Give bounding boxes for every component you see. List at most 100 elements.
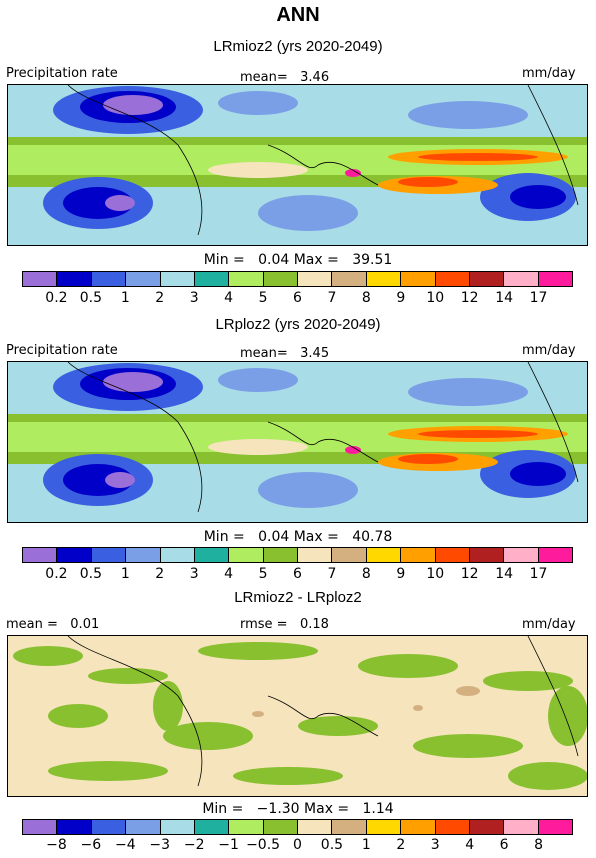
colorbar-swatch [126,548,161,562]
panel-2-mean-label: mean= 3.45 [240,346,330,361]
colorbar-swatch [435,820,470,834]
colorbar-swatch [263,820,298,834]
colorbar-tick-label: 5 [258,566,268,582]
colorbar-swatch [538,548,572,562]
colorbar-tick-label: 9 [396,290,406,306]
colorbar-swatch [298,548,333,562]
colorbar-tick-label: 2 [155,566,165,582]
colorbar-tick-label: 17 [529,290,548,306]
colorbar-tick-label: 17 [529,566,548,582]
colorbar-tick-label: −4 [114,837,136,853]
panel-1-precip-map [7,84,588,246]
panel-3-min-max: Min = −1.30 Max = 1.14 [202,801,394,817]
colorbar-swatch [366,548,402,562]
panel-1-min-max: Min = 0.04 Max = 39.51 [203,252,393,268]
colorbar-tick-label: 8 [361,566,371,582]
colorbar-swatch [23,548,58,562]
colorbar-tick-label: 14 [495,566,514,582]
colorbar-swatch [229,820,264,834]
colorbar-swatch [126,272,161,286]
colorbar-swatch [401,548,436,562]
panel-3-title: LRmioz2 - LRploz2 [234,589,362,606]
colorbar-swatch [23,820,58,834]
colorbar-tick-label: −1 [218,837,239,853]
colorbar-tick-label: 0.2 [45,290,68,306]
colorbar-swatch [469,820,505,834]
colorbar-swatch [229,548,264,562]
colorbar-tick-label: 0.5 [79,290,103,306]
panel-3-units-label: mm/day [522,617,576,632]
main-title: ANN [276,4,320,26]
colorbar-swatch [298,820,333,834]
panel-2-precip-map [7,361,588,523]
colorbar-tick-label: 12 [460,566,479,582]
colorbar-swatch [126,820,161,834]
panel-1-mean-label: mean= 3.46 [240,70,330,85]
colorbar-swatch [504,548,539,562]
colorbar-tick-label: 7 [327,566,337,582]
colorbar-swatch [91,548,127,562]
colorbar-swatch [91,820,127,834]
colorbar-tick-label: 6 [499,837,509,853]
panel-1-units-label: mm/day [522,66,576,81]
panel-1-title: LRmioz2 (yrs 2020-2049) [213,38,383,55]
colorbar-tick-label: 3 [189,566,199,582]
colorbar-tick-label: −2 [183,837,205,853]
colorbar-tick-label: 2 [396,837,406,853]
colorbar-swatch [263,548,298,562]
panel-1-colorbar-ticks: 0.2 0.5 1 2 3 4 5 6 7 8 9 10 12 14 17 [22,290,573,308]
colorbar-tick-label: 4 [465,837,475,853]
panel-3-rmse-label: rmse = 0.18 [240,617,329,632]
panel-1-colorbar [22,271,573,287]
colorbar-swatch [332,820,367,834]
colorbar-tick-label: −3 [149,837,171,853]
colorbar-swatch [435,272,470,286]
colorbar-swatch [504,272,539,286]
panel-3-colorbar-ticks: −8 −6 −4 −3 −2 −1 −0.5 0 0.5 1 2 3 4 6 8 [22,837,573,855]
colorbar-tick-label: 10 [426,290,445,306]
colorbar-swatch [298,272,333,286]
colorbar-swatch [435,548,470,562]
colorbar-tick-label: 1 [120,290,130,306]
colorbar-swatch [194,548,230,562]
colorbar-swatch [366,820,402,834]
colorbar-tick-label: 3 [430,837,440,853]
panel-2-units-label: mm/day [522,343,576,358]
colorbar-swatch [160,820,195,834]
colorbar-swatch [401,272,436,286]
colorbar-swatch [366,272,402,286]
panel-1-map-svg [8,85,587,245]
colorbar-swatch [23,272,58,286]
colorbar-swatch [194,272,230,286]
panel-2-colorbar [22,547,573,563]
panel-2-map-svg [8,362,587,522]
colorbar-tick-label: 14 [495,290,514,306]
panel-2-title: LRploz2 (yrs 2020-2049) [215,316,381,333]
colorbar-swatch [57,820,92,834]
colorbar-tick-label: 6 [293,566,302,582]
colorbar-tick-label: −8 [46,837,67,853]
panel-3-mean-label: mean = 0.01 [6,617,100,632]
colorbar-swatch [194,820,230,834]
colorbar-tick-label: −6 [80,837,102,853]
colorbar-tick-label: 3 [189,290,199,306]
colorbar-tick-label: 6 [293,290,302,306]
colorbar-tick-label: 0.2 [45,566,68,582]
colorbar-swatch [332,548,367,562]
colorbar-swatch [332,272,367,286]
colorbar-tick-label: 2 [155,290,165,306]
colorbar-swatch [91,272,127,286]
colorbar-tick-label: 9 [396,566,406,582]
colorbar-swatch [538,272,572,286]
colorbar-swatch [401,820,436,834]
colorbar-swatch [469,272,505,286]
panel-3-colorbar [22,819,573,835]
colorbar-swatch [57,548,92,562]
panel-2-colorbar-ticks: 0.2 0.5 1 2 3 4 5 6 7 8 9 10 12 14 17 [22,566,573,584]
colorbar-tick-label: 1 [120,566,130,582]
panel-1-variable-label: Precipitation rate [6,66,118,81]
panel-3-difference-map [7,635,588,797]
colorbar-tick-label: 12 [460,290,479,306]
colorbar-tick-label: 4 [224,290,234,306]
colorbar-tick-label: 0.5 [320,837,344,853]
